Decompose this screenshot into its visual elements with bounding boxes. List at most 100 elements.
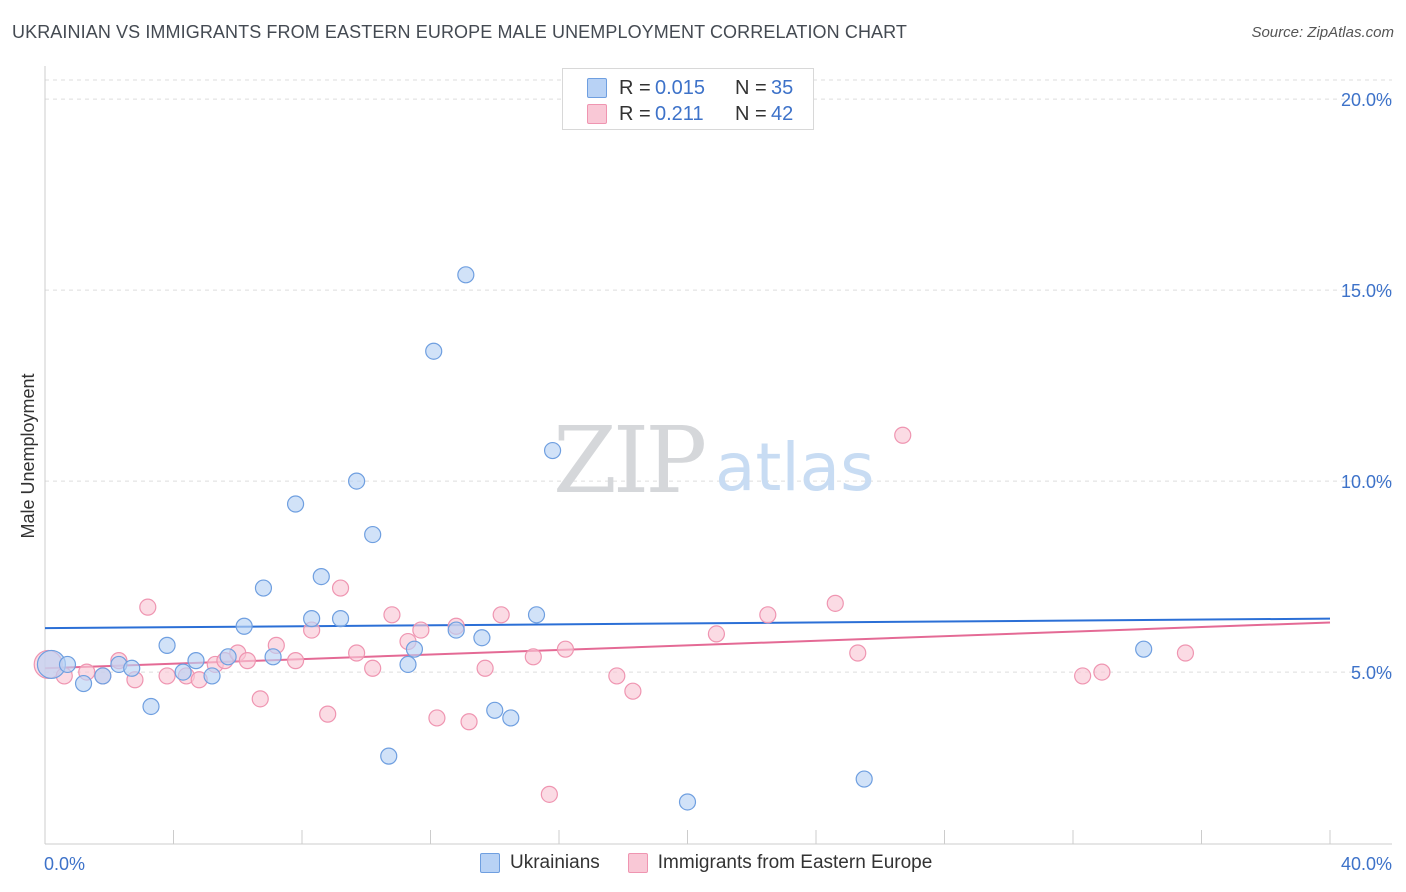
data-point-immigrants — [707, 625, 726, 643]
legend-n-value: 42 — [771, 102, 794, 125]
legend-r-label: R = — [619, 76, 651, 99]
legend-item-immigrants[interactable]: Immigrants from Eastern Europe — [627, 852, 933, 874]
data-point-immigrants — [412, 621, 430, 639]
data-point-ukrainians — [158, 636, 176, 654]
legend-row-ukrainians: R = 0.015 N = 35 — [587, 75, 793, 101]
chart-title: UKRAINIAN VS IMMIGRANTS FROM EASTERN EUR… — [12, 22, 908, 42]
source-label: Source: ZipAtlas.com — [1251, 24, 1394, 41]
y-tick-label: 5.0% — [1351, 663, 1392, 683]
data-point-ukrainians — [74, 674, 93, 693]
data-point-ukrainians — [264, 648, 282, 666]
legend-swatch-ukrainians — [480, 853, 500, 873]
data-point-ukrainians — [364, 525, 382, 544]
data-point-immigrants — [1176, 644, 1195, 662]
watermark-atlas: atlas — [715, 429, 875, 506]
legend-label-immigrants: Immigrants from Eastern Europe — [657, 852, 933, 873]
data-point-immigrants — [608, 667, 626, 685]
data-point-immigrants — [556, 640, 575, 658]
data-point-immigrants — [251, 690, 269, 708]
trend-line-immigrants — [44, 621, 1331, 670]
data-point-immigrants — [460, 713, 478, 731]
data-point-ukrainians — [303, 610, 321, 628]
y-tick-label: 20.0% — [1341, 90, 1392, 110]
data-point-ukrainians — [174, 663, 192, 681]
data-point-ukrainians — [678, 793, 697, 811]
y-tick-label: 15.0% — [1341, 281, 1392, 301]
data-point-ukrainians — [380, 747, 398, 765]
data-point-ukrainians — [486, 701, 504, 719]
data-point-ukrainians — [457, 266, 475, 284]
legend-n-label: N = — [735, 102, 767, 125]
legend-label-ukrainians: Ukrainians — [510, 852, 600, 873]
data-point-immigrants — [331, 579, 350, 597]
data-point-immigrants — [540, 785, 558, 803]
data-point-immigrants — [624, 682, 642, 700]
trend-line-ukrainians — [44, 617, 1331, 630]
data-point-immigrants — [826, 594, 844, 612]
watermark: ZIP atlas — [553, 407, 875, 514]
data-point-immigrants — [428, 709, 446, 727]
data-point-ukrainians — [142, 697, 160, 716]
data-point-immigrants — [849, 644, 867, 662]
data-point-ukrainians — [123, 659, 141, 677]
data-point-ukrainians — [203, 667, 221, 685]
data-point-immigrants — [524, 648, 542, 666]
data-point-immigrants — [139, 598, 157, 616]
data-point-immigrants — [348, 644, 366, 662]
legend-n-label: N = — [735, 76, 767, 99]
data-point-ukrainians — [543, 441, 562, 460]
data-point-ukrainians — [58, 655, 77, 674]
legend-swatch-ukrainians — [587, 78, 607, 98]
x-tick-label: 40.0% — [1341, 854, 1392, 874]
data-point-ukrainians — [348, 472, 366, 490]
data-point-ukrainians — [312, 567, 330, 586]
data-point-ukrainians — [425, 342, 443, 360]
data-point-immigrants — [286, 652, 305, 670]
legend-row-immigrants: R = 0.211 N = 42 — [587, 101, 793, 127]
data-point-ukrainians — [219, 648, 237, 666]
data-point-immigrants — [1074, 667, 1092, 685]
data-point-ukrainians — [405, 640, 424, 658]
data-point-immigrants — [319, 705, 337, 723]
data-point-ukrainians — [527, 606, 546, 624]
data-point-immigrants — [1093, 663, 1111, 681]
data-point-immigrants — [476, 659, 494, 677]
legend-item-ukrainians[interactable]: Ukrainians — [480, 852, 600, 874]
data-points — [33, 266, 1195, 811]
legend-r-value: 0.211 — [655, 102, 704, 125]
data-point-ukrainians — [235, 617, 253, 635]
data-point-immigrants — [492, 606, 510, 624]
data-point-ukrainians — [187, 652, 205, 670]
data-point-ukrainians — [1135, 640, 1153, 658]
y-axis-label: Male Unemployment — [18, 373, 38, 538]
legend-n-value: 35 — [771, 76, 794, 99]
watermark-zip: ZIP — [553, 407, 704, 514]
axes — [44, 66, 1392, 845]
data-point-ukrainians — [399, 655, 417, 674]
data-point-ukrainians — [286, 495, 305, 513]
data-point-ukrainians — [254, 579, 273, 597]
data-point-ukrainians — [473, 629, 491, 647]
correlation-legend: R = 0.015 N = 35 R = 0.211 N = 42 — [562, 68, 814, 130]
data-point-ukrainians — [94, 667, 112, 685]
legend-swatch-immigrants — [627, 853, 648, 873]
legend-r-value: 0.015 — [655, 76, 706, 99]
data-point-immigrants — [158, 667, 176, 685]
legend-r-label: R = — [619, 102, 651, 125]
data-point-ukrainians — [502, 709, 520, 727]
data-point-ukrainians — [331, 610, 350, 628]
x-tick-label: 0.0% — [44, 854, 85, 874]
data-point-ukrainians — [447, 621, 465, 639]
data-point-immigrants — [383, 606, 401, 624]
data-point-immigrants — [894, 426, 912, 444]
tick-labels: 5.0% 10.0% 15.0% 20.0% 0.0% 40.0% — [44, 90, 1392, 874]
grid-lines — [45, 79, 1392, 673]
y-tick-label: 10.0% — [1341, 472, 1392, 492]
data-point-immigrants — [238, 652, 256, 670]
series-legend: Ukrainians Immigrants from Eastern Europ… — [480, 852, 960, 874]
data-point-ukrainians — [855, 770, 873, 788]
legend-swatch-immigrants — [587, 104, 607, 124]
data-point-immigrants — [759, 606, 777, 624]
trend-lines — [44, 617, 1331, 670]
